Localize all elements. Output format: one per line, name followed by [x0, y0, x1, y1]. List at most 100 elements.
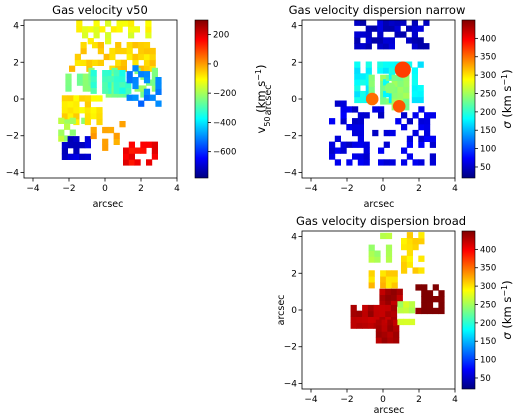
heatmap-cell [387, 337, 394, 344]
heatmap-cell [107, 75, 115, 83]
heatmap-cell [380, 270, 387, 277]
heatmap-cell [380, 276, 387, 283]
heatmap-cell [93, 26, 100, 33]
heatmap-cell [145, 20, 152, 27]
heatmap-cell [105, 38, 112, 45]
heatmap-cell [372, 106, 379, 113]
heatmap-cell [84, 107, 91, 114]
heatmap-cell [120, 59, 127, 66]
heatmap-cell [109, 47, 116, 55]
heatmap-cell [362, 310, 369, 317]
heatmap-cell [149, 53, 156, 61]
heatmap-cell [377, 31, 384, 38]
heatmap-cell [58, 135, 65, 142]
heatmap-cell [93, 32, 100, 39]
heatmap-cell [377, 19, 384, 26]
heatmap-cell [368, 86, 375, 93]
heatmap-cell [64, 123, 71, 130]
panel-dispersion-broad: Gas velocity dispersion broad −4 −2 0 2 4 −4… [276, 214, 514, 416]
y-tick-label: 2 [291, 58, 297, 68]
heatmap-cell [140, 147, 147, 154]
heatmap-cell [67, 101, 74, 108]
heatmap-cell [362, 316, 369, 323]
heatmap-cell [360, 43, 367, 50]
heatmap-cell [389, 159, 396, 166]
heatmap-cell [408, 301, 416, 308]
heatmap-cell [418, 267, 425, 274]
heatmap-cell [90, 113, 97, 120]
heatmap-cell [61, 142, 68, 149]
heatmap-cell [424, 118, 431, 125]
heatmap-cell [368, 74, 375, 81]
heatmap-cell [133, 26, 140, 33]
heatmap-cell [383, 159, 390, 166]
heatmap-cell [415, 284, 422, 291]
heatmap-cell [408, 307, 416, 314]
heatmap-cell [411, 19, 418, 26]
heatmap-cell [61, 153, 68, 160]
heatmap-cells [329, 19, 436, 166]
heatmap-cell [381, 325, 388, 332]
heatmap-cell [123, 91, 130, 98]
heatmap-cell [82, 26, 89, 33]
x-tick-label: −2 [340, 395, 353, 405]
heatmap-cell [113, 81, 120, 88]
heatmap-cell [125, 81, 132, 88]
heatmap-cell [67, 153, 74, 160]
colorbar [461, 230, 476, 390]
heatmap-cell [374, 256, 381, 263]
heatmap-cell [375, 325, 382, 332]
heatmap-cell [417, 85, 424, 92]
heatmap-cell [383, 129, 390, 137]
heatmap-cell [429, 159, 436, 166]
heatmap-cell [368, 244, 375, 251]
heatmap-cell [373, 310, 380, 317]
heatmap-cell [354, 19, 361, 26]
heatmap-cell [357, 124, 364, 131]
heatmap-cell [84, 136, 91, 143]
heatmap-cell [92, 42, 99, 49]
heatmap-cell [334, 100, 341, 107]
heatmap-cell [412, 267, 419, 274]
heatmap-cell [391, 276, 398, 283]
x-axis-label: arcsec [364, 199, 395, 210]
heatmap-cell [417, 61, 424, 68]
heatmap-cell [380, 232, 387, 240]
heatmap-cell [107, 70, 115, 77]
heatmap-cell [383, 141, 390, 148]
heatmap-cell [411, 96, 418, 104]
colorbar-tick-label: 50 [480, 374, 491, 384]
heatmap-cell [421, 301, 428, 309]
heatmap-blob [365, 92, 379, 106]
heatmap-cell [391, 270, 398, 277]
heatmap-cell [357, 135, 364, 142]
colorbar-tick-label: 150 [480, 337, 496, 347]
heatmap-cell [360, 31, 367, 38]
heatmap-cell [373, 304, 380, 312]
heatmap-cell [352, 141, 359, 148]
heatmap-cell [102, 138, 109, 145]
heatmap-cell [90, 70, 97, 77]
heatmap-cell [357, 129, 364, 137]
heatmap-cell [385, 300, 392, 307]
heatmap-cell [119, 87, 126, 94]
heatmap-cell [387, 325, 394, 332]
heatmap-cell [375, 319, 382, 326]
heatmap-cell [143, 59, 151, 66]
heatmap-cell [132, 65, 139, 72]
heatmap-cell [334, 135, 341, 142]
heatmap-cell [389, 129, 396, 137]
heatmap-cell [390, 288, 398, 295]
heatmap-cell [346, 124, 353, 131]
heatmap-cell [352, 118, 359, 125]
heatmap-cell [365, 67, 372, 74]
heatmap-cell [123, 147, 130, 154]
heatmap-cell [388, 43, 395, 50]
heatmap-cell [401, 238, 408, 245]
heatmap-cell [155, 82, 162, 90]
heatmap-cell [379, 294, 386, 301]
heatmap-cell [397, 92, 404, 99]
heatmap-cell [412, 159, 419, 166]
heatmap-cell [128, 159, 135, 166]
